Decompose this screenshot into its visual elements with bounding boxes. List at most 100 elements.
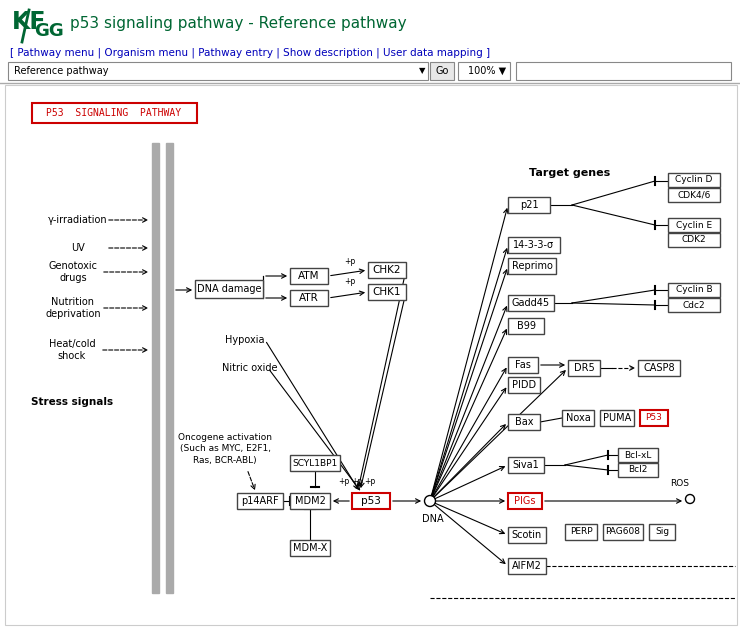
Bar xyxy=(508,377,540,393)
Text: SCYL1BP1: SCYL1BP1 xyxy=(292,458,337,467)
Text: (Such as MYC, E2F1,: (Such as MYC, E2F1, xyxy=(180,445,271,453)
Text: [ Pathway menu | Organism menu | Pathway entry | Show description | User data ma: [ Pathway menu | Organism menu | Pathway… xyxy=(10,47,490,58)
Bar xyxy=(508,457,544,473)
Bar xyxy=(603,524,643,540)
Text: Reprimo: Reprimo xyxy=(511,261,553,271)
Bar xyxy=(166,143,173,593)
Bar xyxy=(562,410,594,426)
Bar xyxy=(516,62,731,80)
Bar xyxy=(600,410,634,426)
Text: +p: +p xyxy=(364,477,376,487)
Text: p53: p53 xyxy=(361,496,381,506)
Bar xyxy=(638,360,680,376)
Bar xyxy=(237,493,283,509)
Bar xyxy=(5,85,737,625)
Text: CDK4/6: CDK4/6 xyxy=(677,190,710,200)
Text: CDK2: CDK2 xyxy=(682,236,706,244)
Text: CHK2: CHK2 xyxy=(373,265,401,275)
Bar xyxy=(618,448,658,462)
Text: KF: KF xyxy=(12,10,47,34)
Bar xyxy=(290,290,328,306)
Text: P53  SIGNALING  PATHWAY: P53 SIGNALING PATHWAY xyxy=(47,108,181,118)
Text: Stress signals: Stress signals xyxy=(31,397,113,407)
Text: p53 signaling pathway - Reference pathway: p53 signaling pathway - Reference pathwa… xyxy=(70,16,406,31)
Text: 100% ▼: 100% ▼ xyxy=(468,66,506,76)
Text: DNA: DNA xyxy=(423,514,444,524)
Text: Nitric oxide: Nitric oxide xyxy=(222,363,278,373)
Text: PIGs: PIGs xyxy=(514,496,536,506)
Text: Bcl-xL: Bcl-xL xyxy=(625,450,652,460)
Text: γ-irradiation: γ-irradiation xyxy=(48,215,108,225)
Text: Siva1: Siva1 xyxy=(513,460,539,470)
Bar xyxy=(508,558,546,574)
Text: DR5: DR5 xyxy=(574,363,594,373)
Bar xyxy=(290,455,340,471)
Bar xyxy=(668,283,720,297)
Bar xyxy=(508,527,546,543)
Text: CHK1: CHK1 xyxy=(373,287,401,297)
Text: PERP: PERP xyxy=(570,528,592,536)
Text: CASP8: CASP8 xyxy=(643,363,675,373)
Circle shape xyxy=(685,494,695,504)
Text: Sig: Sig xyxy=(655,528,669,536)
Text: GG: GG xyxy=(34,22,64,40)
Bar xyxy=(290,493,330,509)
Text: PIDD: PIDD xyxy=(512,380,536,390)
Text: ATR: ATR xyxy=(299,293,319,303)
Text: Cyclin B: Cyclin B xyxy=(676,286,713,295)
Text: Scotin: Scotin xyxy=(512,530,542,540)
Text: ROS: ROS xyxy=(670,479,690,488)
Bar xyxy=(508,258,556,274)
Bar xyxy=(430,62,454,80)
Text: Fas: Fas xyxy=(515,360,531,370)
Bar xyxy=(290,268,328,284)
Bar xyxy=(152,143,159,593)
Bar xyxy=(668,218,720,232)
Bar xyxy=(8,62,428,80)
Bar xyxy=(618,463,658,477)
Text: AIFM2: AIFM2 xyxy=(512,561,542,571)
Bar xyxy=(668,298,720,312)
Bar xyxy=(368,262,406,278)
Bar xyxy=(508,295,554,311)
Bar xyxy=(668,173,720,187)
Text: p21: p21 xyxy=(519,200,538,210)
Bar xyxy=(668,233,720,247)
Circle shape xyxy=(425,495,436,507)
Text: MDM-X: MDM-X xyxy=(293,543,327,553)
Text: ATM: ATM xyxy=(298,271,320,281)
Text: +p: +p xyxy=(344,256,356,266)
Bar xyxy=(352,493,390,509)
Text: ▼: ▼ xyxy=(419,67,426,75)
Text: Hypoxia: Hypoxia xyxy=(225,335,265,345)
Bar xyxy=(368,284,406,300)
Text: Bax: Bax xyxy=(515,417,534,427)
Bar xyxy=(640,410,668,426)
Text: Cyclin E: Cyclin E xyxy=(676,220,712,229)
Text: +p: +p xyxy=(338,477,349,487)
Text: 14-3-3-σ: 14-3-3-σ xyxy=(514,240,554,250)
Text: PUMA: PUMA xyxy=(603,413,631,423)
Text: UV: UV xyxy=(71,243,85,253)
Bar xyxy=(32,103,197,123)
Bar xyxy=(508,357,538,373)
Bar xyxy=(290,540,330,556)
Text: Reference pathway: Reference pathway xyxy=(14,66,109,76)
Text: Noxa: Noxa xyxy=(565,413,591,423)
Text: Heat/cold
shock: Heat/cold shock xyxy=(49,339,95,361)
Bar xyxy=(458,62,510,80)
Text: MDM2: MDM2 xyxy=(295,496,326,506)
Bar xyxy=(649,524,675,540)
Text: Cdc2: Cdc2 xyxy=(683,301,705,310)
Bar xyxy=(508,318,544,334)
Text: DNA damage: DNA damage xyxy=(197,284,261,294)
Text: Target genes: Target genes xyxy=(529,168,610,178)
Bar xyxy=(508,414,540,430)
Bar xyxy=(508,493,542,509)
Bar xyxy=(508,197,550,213)
Text: Oncogene activation: Oncogene activation xyxy=(178,433,272,443)
Text: p14ARF: p14ARF xyxy=(241,496,279,506)
Bar xyxy=(668,188,720,202)
Text: PAG608: PAG608 xyxy=(605,528,641,536)
Text: P53: P53 xyxy=(645,413,662,423)
